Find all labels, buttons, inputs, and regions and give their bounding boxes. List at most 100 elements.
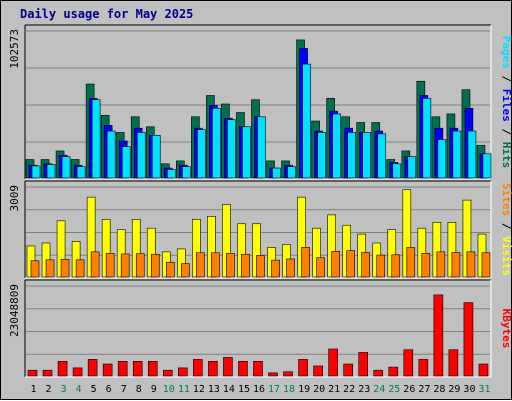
- bar-kbytes-27: [418, 359, 429, 377]
- bar-pages-25: [392, 163, 402, 179]
- x-label-18: 18: [283, 384, 295, 395]
- bar-kbytes-6: [102, 363, 113, 377]
- x-label-10: 10: [163, 384, 175, 395]
- bar-pages-5: [91, 99, 101, 179]
- x-label-21: 21: [328, 384, 340, 395]
- bar-kbytes-28: [433, 294, 444, 377]
- bar-sites-10: [165, 261, 175, 278]
- x-label-23: 23: [358, 384, 370, 395]
- bar-kbytes-7: [117, 361, 128, 377]
- bar-sites-28: [436, 251, 446, 278]
- bar-pages-10: [166, 169, 176, 179]
- bar-kbytes-16: [253, 361, 263, 377]
- bar-sites-15: [241, 253, 250, 278]
- bar-sites-11: [181, 263, 190, 278]
- x-label-28: 28: [433, 384, 445, 395]
- y-max-label: 3009: [8, 185, 21, 212]
- bar-kbytes-25: [388, 366, 399, 377]
- x-label-16: 16: [253, 384, 265, 395]
- bar-pages-8: [136, 132, 146, 179]
- bar-pages-2: [46, 164, 56, 179]
- legend-visits_sites-part-1: /: [500, 216, 512, 236]
- bar-kbytes-14: [223, 357, 233, 377]
- bar-kbytes-30: [463, 302, 474, 377]
- bar-kbytes-4: [72, 367, 83, 377]
- bar-sites-5: [90, 251, 100, 278]
- bar-pages-6: [106, 130, 116, 179]
- x-label-6: 6: [106, 384, 112, 395]
- bar-pages-23: [362, 132, 372, 179]
- chart-title: Daily usage for May 2025: [20, 7, 194, 21]
- bar-sites-9: [150, 253, 160, 278]
- x-label-12: 12: [193, 384, 205, 395]
- x-label-25: 25: [388, 384, 400, 395]
- bar-kbytes-18: [283, 371, 293, 377]
- bar-sites-25: [391, 254, 401, 278]
- bar-pages-4: [76, 166, 86, 179]
- x-label-20: 20: [313, 384, 325, 395]
- legend-hits_files_pages-part-4: Hits: [500, 142, 512, 169]
- bar-sites-1: [30, 260, 40, 278]
- x-label-27: 27: [418, 384, 430, 395]
- panel-kbytes: [25, 280, 491, 377]
- bar-pages-31: [482, 153, 492, 179]
- bar-sites-23: [361, 252, 371, 278]
- legend-kbytes: KBytes: [500, 309, 512, 349]
- bar-sites-31: [481, 252, 491, 278]
- bar-kbytes-8: [132, 361, 143, 377]
- bar-pages-21: [332, 113, 341, 179]
- x-label-19: 19: [298, 384, 310, 395]
- x-label-11: 11: [178, 384, 190, 395]
- bar-kbytes-15: [238, 361, 248, 377]
- bar-kbytes-23: [358, 352, 369, 377]
- bar-kbytes-19: [298, 359, 308, 377]
- bar-sites-17: [271, 259, 280, 278]
- legend-hits_files_pages-part-1: /: [500, 69, 512, 89]
- x-label-24: 24: [373, 384, 385, 395]
- bar-sites-19: [301, 247, 310, 278]
- x-label-8: 8: [136, 384, 142, 395]
- legend-visits_sites-part-2: Visits: [500, 236, 512, 276]
- bar-sites-16: [256, 255, 265, 278]
- x-label-7: 7: [121, 384, 127, 395]
- bar-kbytes-31: [478, 363, 489, 377]
- bar-kbytes-2: [42, 369, 53, 377]
- x-label-4: 4: [76, 384, 82, 395]
- bar-kbytes-9: [147, 361, 158, 377]
- bar-kbytes-24: [373, 369, 384, 377]
- bar-pages-28: [437, 139, 447, 179]
- bar-sites-13: [211, 252, 220, 278]
- bar-sites-24: [376, 254, 386, 278]
- bar-pages-15: [242, 126, 251, 179]
- bar-pages-20: [317, 132, 326, 179]
- bar-kbytes-22: [343, 363, 353, 377]
- x-label-26: 26: [403, 384, 415, 395]
- legend-hits_files_pages-part-2: Files: [500, 89, 512, 122]
- legend-visits_sites: Sites / Visits: [500, 183, 512, 276]
- bar-pages-19: [302, 63, 311, 179]
- y-max-label: 23048809: [8, 284, 21, 337]
- bar-kbytes-12: [193, 359, 203, 377]
- legend-visits_sites-part-0: Sites: [500, 183, 512, 216]
- bar-kbytes-13: [208, 361, 218, 377]
- y-max-label: 102573: [8, 29, 21, 69]
- bar-sites-4: [75, 259, 85, 278]
- x-label-17: 17: [268, 384, 280, 395]
- x-label-9: 9: [151, 384, 157, 395]
- bar-sites-20: [316, 257, 325, 278]
- x-label-31: 31: [478, 384, 490, 395]
- bar-kbytes-29: [448, 349, 459, 377]
- bar-pages-13: [212, 107, 221, 179]
- bar-kbytes-10: [162, 369, 173, 377]
- legend-hits_files_pages-part-3: /: [500, 122, 512, 142]
- bar-pages-7: [121, 146, 131, 179]
- bar-sites-3: [60, 258, 70, 278]
- bar-pages-1: [31, 165, 41, 179]
- bar-sites-27: [421, 253, 431, 278]
- legend-hits_files_pages-part-0: Pages: [500, 36, 512, 69]
- bar-sites-2: [45, 259, 55, 278]
- bar-pages-29: [452, 130, 462, 179]
- bar-kbytes-5: [87, 359, 98, 377]
